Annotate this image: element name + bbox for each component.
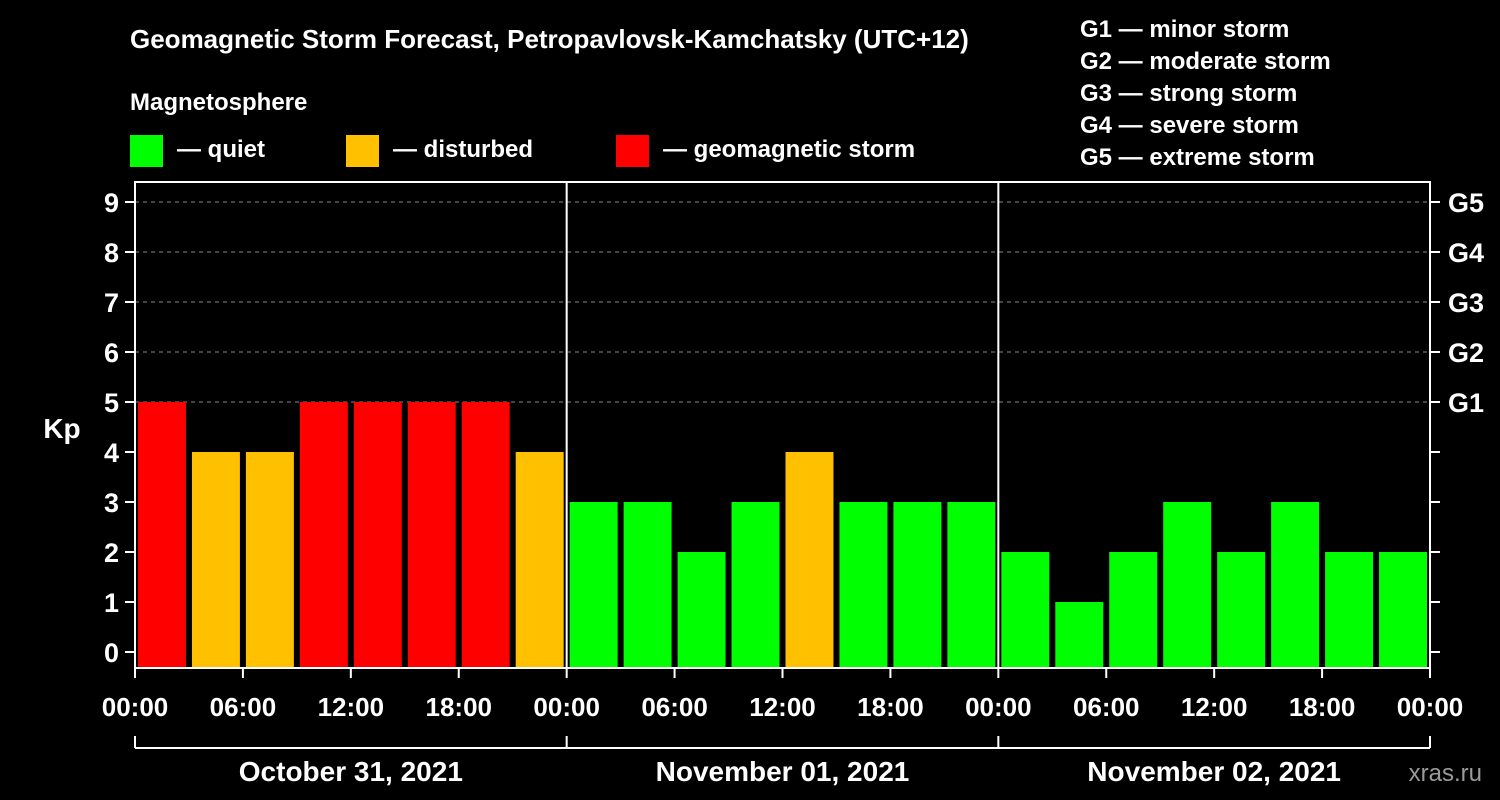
tick-labels: 0 1 2 3 4 5 6 7 8 9 G1 G2 G3 G4 G5 00:00 06:00 12:00 18:00… xyxy=(102,188,1484,787)
bar xyxy=(245,452,294,668)
y-tick-label: 3 xyxy=(104,488,119,518)
x-tick-label: 12:00 xyxy=(318,692,385,722)
bar xyxy=(1271,502,1320,668)
bar xyxy=(407,402,456,668)
bar xyxy=(1163,502,1212,668)
y-tick-label: 5 xyxy=(104,388,119,418)
bar xyxy=(1379,552,1427,668)
y-tick-label: 0 xyxy=(104,638,119,668)
day-label: October 31, 2021 xyxy=(239,756,463,787)
legend-swatch-quiet xyxy=(130,135,163,167)
bar xyxy=(461,402,510,668)
chart-title: Geomagnetic Storm Forecast, Petropavlovs… xyxy=(130,24,969,54)
storm-level-g1: G1 — minor storm xyxy=(1080,16,1289,43)
y-tick-label: 7 xyxy=(104,288,119,318)
storm-level-tick-label: G4 xyxy=(1448,238,1484,268)
x-tick-label: 18:00 xyxy=(426,692,493,722)
x-tick-label: 00:00 xyxy=(965,692,1032,722)
bar xyxy=(1055,602,1104,668)
legend-label-disturbed: — disturbed xyxy=(393,136,533,163)
storm-level-tick-label: G1 xyxy=(1448,388,1484,418)
x-tick-label: 06:00 xyxy=(641,692,708,722)
bar xyxy=(1325,552,1374,668)
gridlines xyxy=(135,201,1430,403)
storm-level-tick-label: G5 xyxy=(1448,188,1484,218)
y-tick-label: 2 xyxy=(104,538,119,568)
y-tick-label: 8 xyxy=(104,238,119,268)
bar xyxy=(353,402,402,668)
axes xyxy=(125,181,1440,749)
y-tick-label: 6 xyxy=(104,338,119,368)
x-tick-label: 00:00 xyxy=(1397,692,1464,722)
bar xyxy=(299,402,348,668)
storm-level-tick-label: G2 xyxy=(1448,338,1484,368)
bar xyxy=(191,452,240,668)
day-label: November 01, 2021 xyxy=(656,756,910,787)
day-label: November 02, 2021 xyxy=(1087,756,1341,787)
bars xyxy=(138,402,1427,668)
bar xyxy=(623,502,672,668)
x-tick-label: 06:00 xyxy=(1073,692,1140,722)
bar xyxy=(893,502,942,668)
bar xyxy=(947,502,996,668)
x-tick-label: 18:00 xyxy=(857,692,924,722)
bar xyxy=(1001,552,1050,668)
bar xyxy=(1109,552,1158,668)
bar xyxy=(138,402,186,668)
watermark: xras.ru xyxy=(1409,760,1482,787)
bar xyxy=(569,502,618,668)
storm-level-g5: G5 — extreme storm xyxy=(1080,144,1315,171)
storm-level-list: G1 — minor storm G2 — moderate storm G3 … xyxy=(1080,16,1331,171)
bar xyxy=(677,552,726,668)
legend-swatch-disturbed xyxy=(346,135,379,167)
legend-swatch-storm xyxy=(616,135,649,167)
bar xyxy=(785,452,834,668)
x-tick-label: 00:00 xyxy=(102,692,169,722)
x-tick-label: 12:00 xyxy=(749,692,816,722)
x-tick-label: 06:00 xyxy=(210,692,277,722)
y-axis-label: Kp xyxy=(43,413,80,444)
legend-label-quiet: — quiet xyxy=(177,136,265,163)
storm-level-g3: G3 — strong storm xyxy=(1080,80,1297,107)
x-tick-label: 18:00 xyxy=(1289,692,1356,722)
legend-label-storm: — geomagnetic storm xyxy=(663,136,915,163)
bar xyxy=(515,452,564,668)
storm-level-tick-label: G3 xyxy=(1448,288,1484,318)
legend-title: Magnetosphere xyxy=(130,89,307,116)
x-tick-label: 00:00 xyxy=(533,692,600,722)
x-tick-label: 12:00 xyxy=(1181,692,1248,722)
bar xyxy=(731,502,780,668)
bar xyxy=(839,502,888,668)
y-tick-label: 4 xyxy=(104,438,119,468)
y-tick-label: 1 xyxy=(104,588,119,618)
legend: — quiet — disturbed — geomagnetic storm xyxy=(130,135,915,167)
bar xyxy=(1217,552,1266,668)
y-tick-label: 9 xyxy=(104,188,119,218)
storm-level-g2: G2 — moderate storm xyxy=(1080,48,1331,75)
storm-level-g4: G4 — severe storm xyxy=(1080,112,1299,139)
